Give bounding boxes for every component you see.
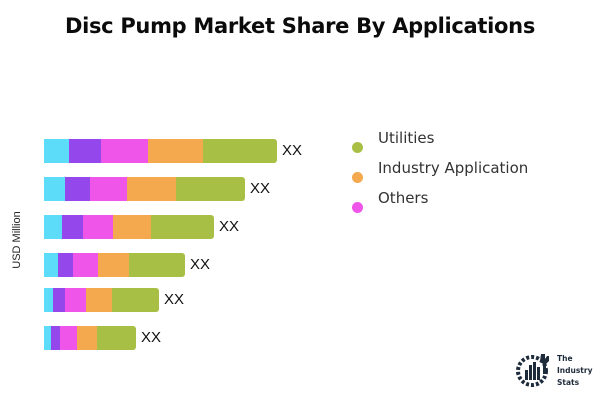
legend-dot-icon [352, 202, 363, 213]
bar-segment[interactable] [113, 215, 151, 239]
bar-segment[interactable] [44, 288, 53, 312]
stacked-bar[interactable] [44, 177, 245, 201]
bar-segment[interactable] [53, 288, 65, 312]
bar-segment[interactable] [112, 288, 159, 312]
bar-segment[interactable] [44, 215, 62, 239]
bar-value-label: XX [164, 291, 185, 308]
bar-segment[interactable] [60, 326, 77, 350]
bar-segment[interactable] [176, 177, 245, 201]
bar-value-label: XX [219, 218, 240, 235]
bar-segment[interactable] [44, 177, 65, 201]
bar-segment[interactable] [44, 253, 58, 277]
stacked-bar[interactable] [44, 326, 136, 350]
logo-text: The Industry Stats [557, 353, 592, 389]
legend-label: Others [378, 189, 429, 207]
bar-value-label: XX [282, 142, 303, 159]
gear-wrench-logo-icon [516, 354, 549, 387]
bar-segment[interactable] [69, 139, 101, 163]
legend-dot-icon [352, 172, 363, 183]
bar-value-label: XX [141, 329, 162, 346]
chart-title: Disc Pump Market Share By Applications [64, 14, 536, 38]
stacked-bar[interactable] [44, 288, 159, 312]
bar-segment[interactable] [65, 177, 90, 201]
bar-segment[interactable] [44, 139, 69, 163]
bar-segment[interactable] [77, 326, 97, 350]
bar-segment[interactable] [83, 215, 113, 239]
bar-segment[interactable] [101, 139, 148, 163]
legend-label: Industry Application [378, 159, 529, 177]
bar-segment[interactable] [51, 326, 60, 350]
stacked-bar[interactable] [44, 215, 214, 239]
bar-segment[interactable] [73, 253, 98, 277]
bar-segment[interactable] [44, 326, 51, 350]
legend-dot-icon [352, 142, 363, 153]
bar-segment[interactable] [97, 326, 136, 350]
bar-segment[interactable] [203, 139, 277, 163]
y-axis-label: USD Million [11, 211, 23, 269]
bar-segment[interactable] [86, 288, 112, 312]
bar-segment[interactable] [127, 177, 176, 201]
bar-segment[interactable] [129, 253, 185, 277]
legend-label: Utilities [378, 129, 435, 147]
stacked-bar[interactable] [44, 253, 185, 277]
brand-logo: The Industry Stats [513, 350, 593, 392]
logo-line: The [557, 354, 573, 363]
stacked-bar[interactable] [44, 139, 277, 163]
bar-segment[interactable] [58, 253, 73, 277]
bar-segment[interactable] [98, 253, 129, 277]
logo-line: Stats [557, 378, 580, 387]
bar-segment[interactable] [65, 288, 86, 312]
bar-segment[interactable] [90, 177, 127, 201]
bar-segment[interactable] [148, 139, 203, 163]
bar-segment[interactable] [62, 215, 83, 239]
logo-line: Industry [557, 366, 593, 375]
bar-value-label: XX [250, 180, 271, 197]
bar-value-label: XX [190, 256, 211, 273]
bar-segment[interactable] [151, 215, 214, 239]
